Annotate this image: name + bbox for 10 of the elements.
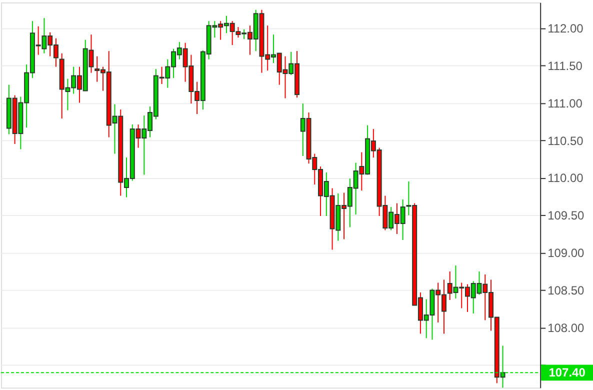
y-tick-label: 110.00 [548,171,584,186]
y-tick-label: 110.50 [548,134,584,148]
y-tick-label: 108.50 [548,284,585,298]
y-tick-label: 111.00 [548,96,583,110]
y-tick-label: 109.50 [548,208,585,223]
ref-line-label: 107.40 [548,366,586,380]
y-tick-label: 112.00 [548,21,584,36]
y-tick-label: 108.00 [548,321,585,336]
y-tick-label: 111.50 [548,58,583,73]
y-tick-label: 109.00 [548,246,585,260]
